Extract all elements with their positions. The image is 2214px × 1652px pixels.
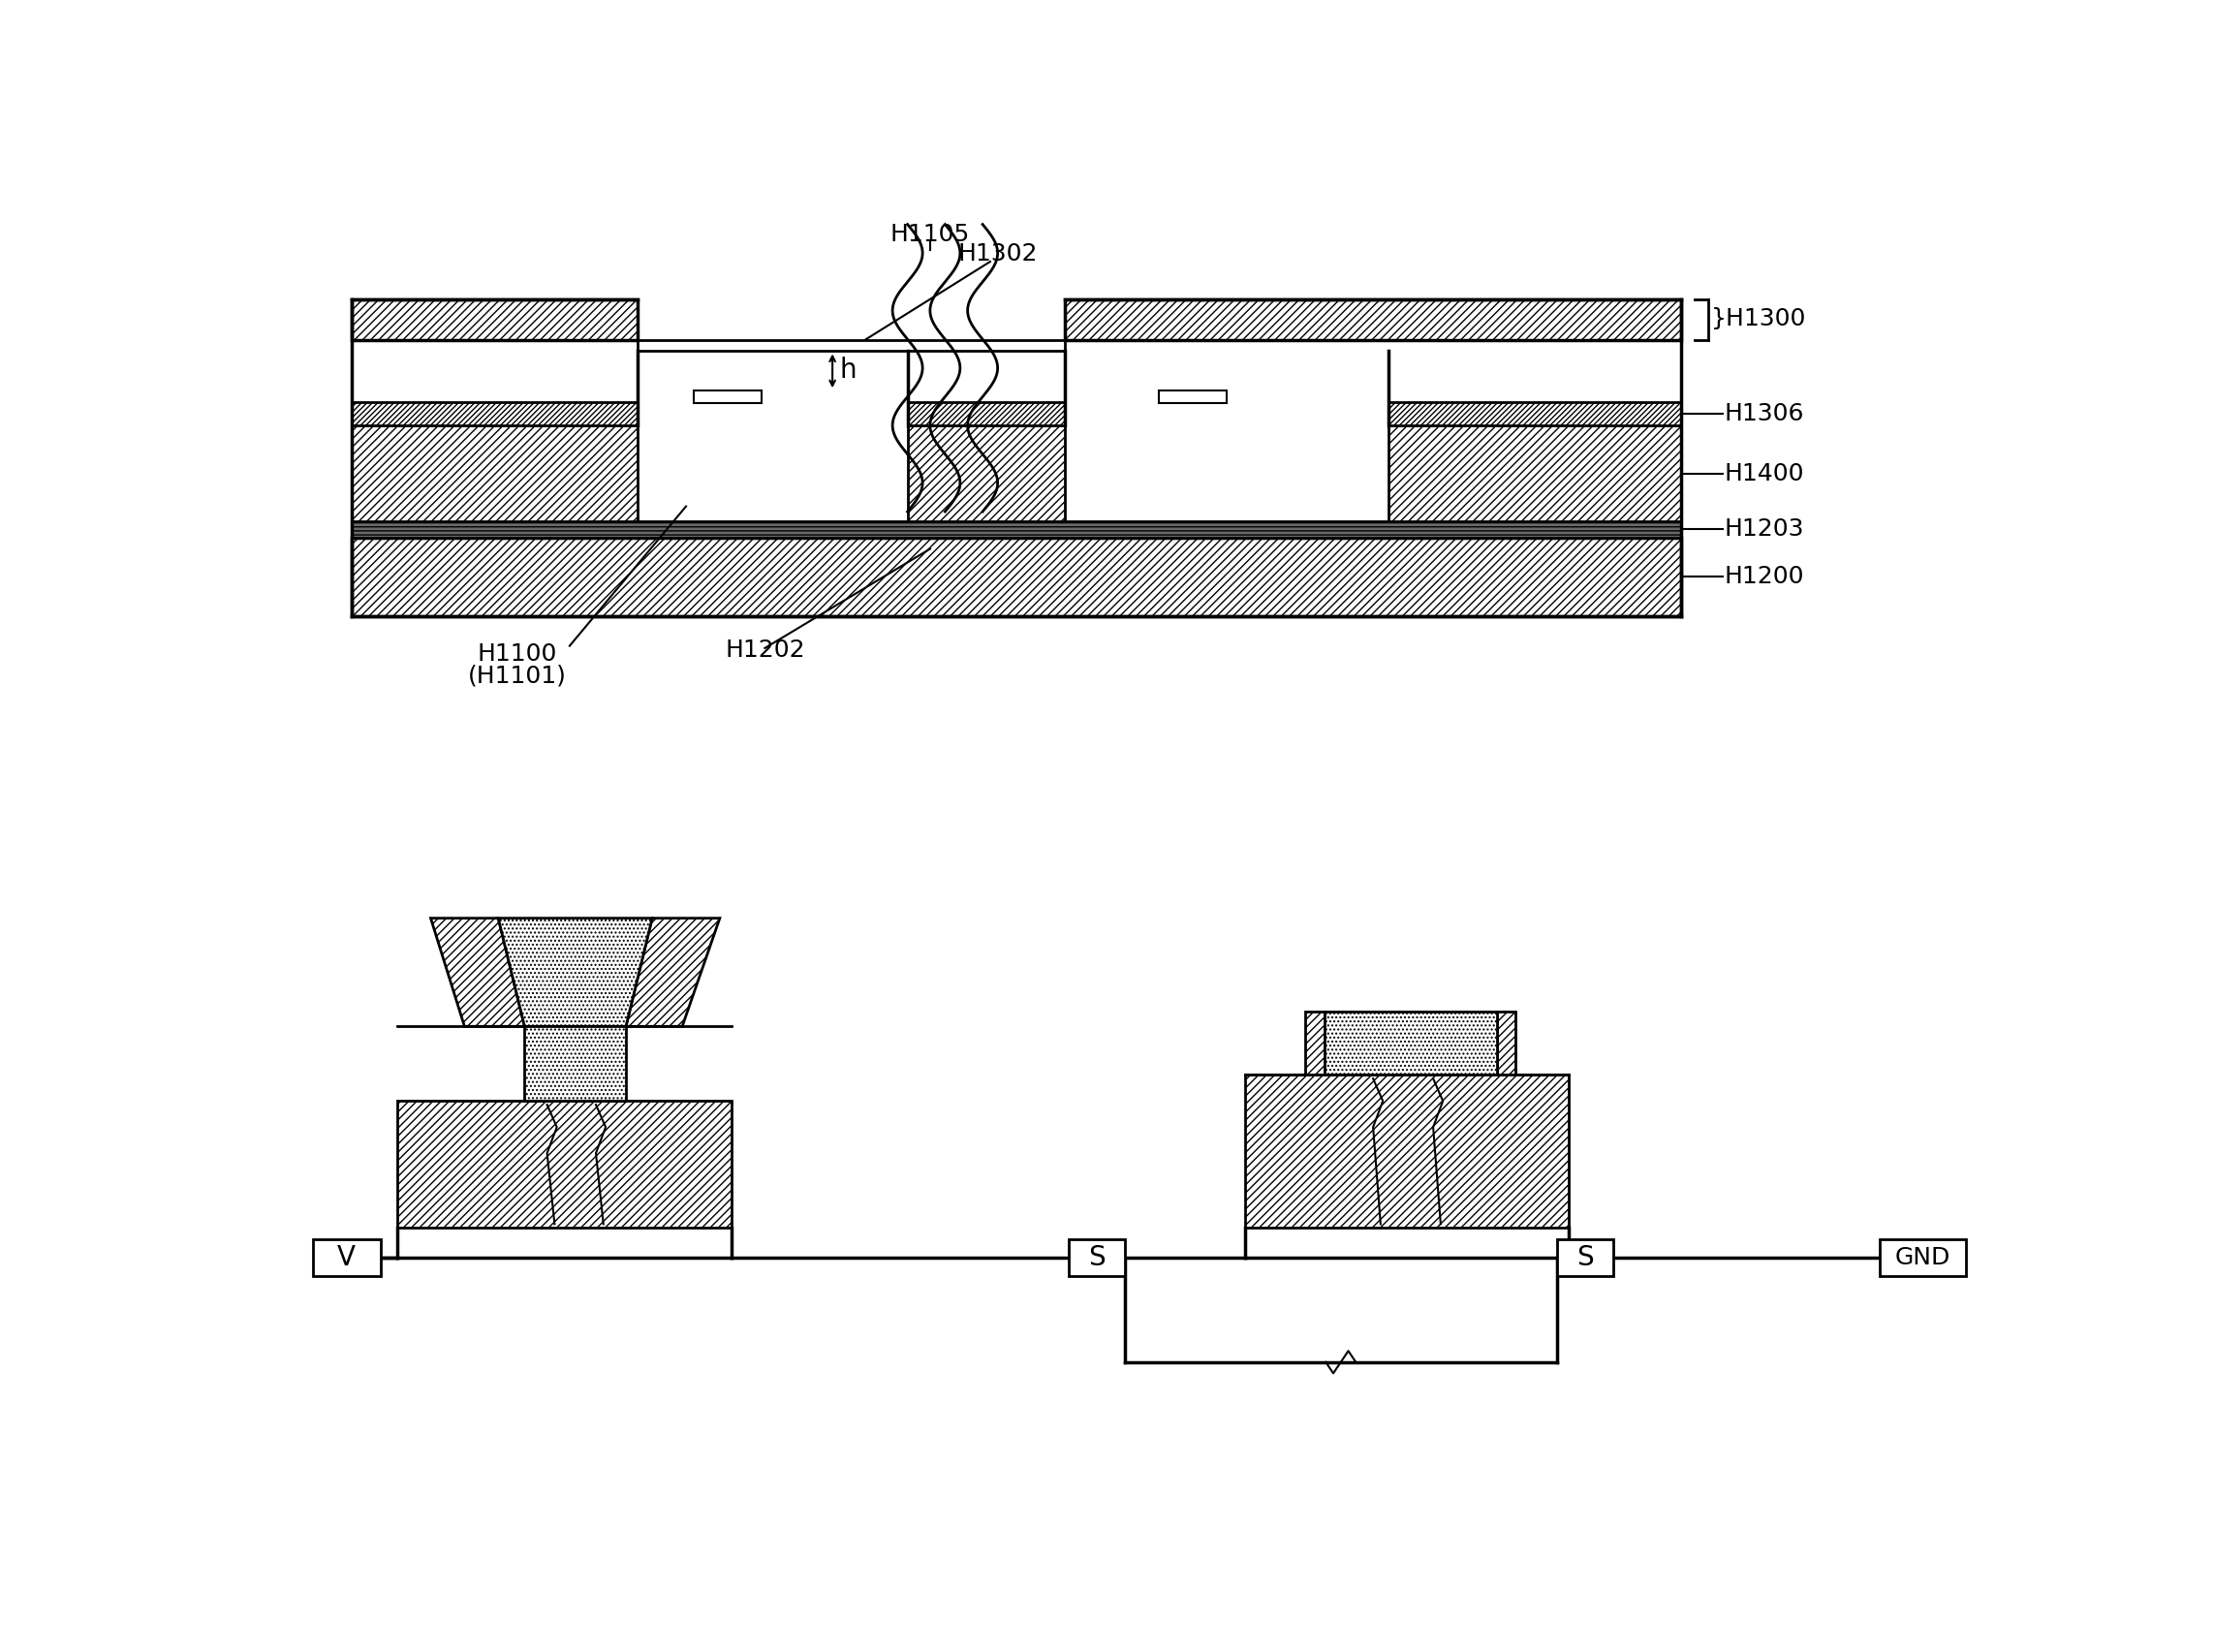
Bar	[638, 340, 1065, 352]
Text: H1203: H1203	[1725, 517, 1804, 542]
Text: h: h	[839, 357, 857, 385]
Bar	[1069, 1239, 1125, 1277]
Polygon shape	[498, 919, 653, 1026]
Bar	[1388, 401, 1680, 426]
Text: V: V	[337, 1244, 356, 1272]
Text: H1100: H1100	[478, 643, 558, 666]
Text: H1400: H1400	[1725, 463, 1804, 486]
Bar	[352, 537, 1680, 616]
Polygon shape	[627, 919, 720, 1026]
Text: H1200: H1200	[1725, 565, 1804, 588]
Polygon shape	[1306, 1011, 1324, 1075]
Bar	[352, 299, 638, 340]
Text: H1105: H1105	[890, 223, 970, 246]
Bar	[1065, 299, 1680, 340]
Bar	[1160, 392, 1227, 403]
Polygon shape	[1497, 1011, 1517, 1075]
Bar	[1388, 426, 1680, 522]
Bar	[693, 392, 762, 403]
Bar	[1556, 1239, 1614, 1277]
Text: S: S	[1089, 1244, 1105, 1272]
Text: H1306: H1306	[1725, 401, 1804, 426]
Text: }H1300: }H1300	[1711, 307, 1807, 330]
Text: H1202: H1202	[724, 638, 806, 662]
Text: S: S	[1576, 1244, 1594, 1272]
Bar	[312, 1239, 381, 1277]
Polygon shape	[432, 919, 525, 1026]
Bar	[908, 401, 1065, 426]
Bar	[352, 401, 638, 426]
Text: (H1101): (H1101)	[467, 664, 567, 687]
Bar	[1246, 1075, 1568, 1227]
Bar	[525, 1026, 627, 1100]
Bar	[352, 426, 638, 522]
Text: H1302: H1302	[959, 243, 1038, 266]
Text: GND: GND	[1895, 1246, 1951, 1269]
Bar	[1880, 1239, 1966, 1277]
Bar	[908, 426, 1065, 522]
Bar	[1324, 1011, 1497, 1075]
Bar	[396, 1100, 731, 1227]
Bar	[352, 522, 1680, 537]
